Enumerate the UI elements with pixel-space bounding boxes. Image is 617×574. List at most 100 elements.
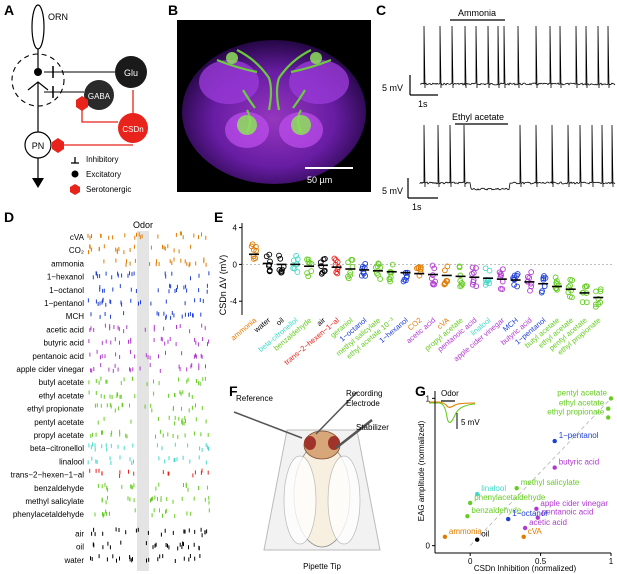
gaba-cell bbox=[84, 80, 114, 110]
raster-row-label: acetic acid bbox=[46, 325, 84, 334]
g-point-label: linalool bbox=[481, 484, 506, 493]
e-point bbox=[294, 269, 301, 275]
e-point bbox=[253, 247, 260, 254]
g-xtick-label: 1 bbox=[609, 557, 614, 566]
e-point bbox=[497, 286, 504, 292]
e-point bbox=[483, 279, 490, 286]
reference-electrode bbox=[233, 411, 303, 439]
e-point bbox=[496, 269, 503, 276]
g-point bbox=[608, 396, 614, 401]
g-point-label: methyl salicylate bbox=[521, 478, 580, 487]
g-point-label: phenylacetaldehyde bbox=[474, 493, 546, 502]
legend: Inhibitory Excitatory Serotonergic bbox=[70, 155, 131, 195]
g-point bbox=[606, 415, 611, 420]
g-point bbox=[475, 537, 480, 542]
ethyl-acetate-label: Ethyl acetate bbox=[452, 112, 504, 122]
e-point bbox=[528, 269, 535, 275]
orn-cell bbox=[31, 4, 45, 50]
e-point bbox=[322, 255, 328, 262]
g-point bbox=[535, 515, 540, 520]
e-point bbox=[250, 247, 257, 253]
e-point bbox=[387, 278, 393, 285]
e-ylabel: CSDn ΔV (mV) bbox=[218, 255, 228, 316]
e-point bbox=[278, 269, 285, 276]
e-point bbox=[304, 270, 310, 276]
e-point bbox=[567, 276, 574, 283]
g-ylabel: EAG amplitude (normalized) bbox=[417, 420, 426, 521]
e-point bbox=[510, 276, 517, 283]
fly-wing-right bbox=[327, 455, 361, 545]
g-point-label: cVA bbox=[528, 527, 543, 536]
ammonia-t-scale-label: 1s bbox=[418, 99, 428, 109]
fly-eye-left bbox=[304, 436, 316, 450]
raster-row-label: propyl acetate bbox=[34, 431, 85, 440]
odor-header: Odor bbox=[133, 220, 153, 230]
e-point bbox=[293, 252, 299, 259]
e-point bbox=[305, 273, 312, 280]
e-point bbox=[304, 256, 310, 263]
inset-green-trace bbox=[429, 402, 476, 424]
g-point-label: ammonia bbox=[449, 527, 482, 536]
e-point bbox=[429, 262, 436, 269]
stabilizer-label: Stabilizer bbox=[356, 423, 389, 432]
e-point bbox=[486, 267, 493, 274]
e-ytick-label: -4 bbox=[230, 297, 238, 306]
e-point bbox=[514, 283, 520, 290]
raster-row-label: pentanoic acid bbox=[32, 352, 84, 361]
g-point-label: pentanoic acid bbox=[542, 508, 594, 517]
e-point bbox=[498, 272, 504, 279]
e-point bbox=[470, 269, 477, 276]
e-point bbox=[593, 288, 599, 295]
g-point bbox=[465, 514, 470, 519]
g-point bbox=[534, 506, 539, 511]
e-point bbox=[414, 265, 420, 272]
raster-row-label: oil bbox=[76, 543, 84, 552]
fly-eye-right bbox=[328, 436, 340, 450]
panel-letter-f: F bbox=[229, 383, 238, 399]
e-point bbox=[583, 283, 590, 289]
raster-plot: Odor cVA CO₂ ammonia 1−hexanol 1−octanol 1−pe… bbox=[11, 220, 210, 571]
raster-row-label: butyric acid bbox=[44, 339, 84, 348]
e-point bbox=[470, 279, 477, 285]
e-point bbox=[528, 283, 535, 290]
g-point-label: pentyl acetate bbox=[557, 388, 607, 397]
e-point bbox=[318, 270, 325, 277]
e-point bbox=[593, 303, 599, 310]
g-point bbox=[506, 516, 511, 522]
e-point bbox=[444, 263, 451, 270]
g-ytick-label: 0 bbox=[426, 542, 431, 551]
g-point-label: oil bbox=[481, 530, 489, 539]
e-ytick-label: 0 bbox=[233, 260, 238, 269]
ammonia-label: Ammonia bbox=[458, 8, 496, 18]
raster-row-label: CO₂ bbox=[69, 246, 84, 255]
fly-prep-diagram: Recording Electrode Reference Stabilizer… bbox=[233, 390, 389, 571]
legend-serotonergic-icon bbox=[70, 184, 80, 195]
e-point bbox=[473, 265, 479, 271]
serotonergic-hex-gaba bbox=[76, 96, 88, 111]
e-point bbox=[290, 257, 297, 264]
ammonia-v-scale-label: 5 mV bbox=[382, 83, 403, 93]
e-point bbox=[459, 281, 466, 287]
orn-label: ORN bbox=[48, 12, 68, 22]
inset-scale-label: 5 mV bbox=[461, 418, 480, 427]
recording-electrode bbox=[315, 391, 358, 435]
e-point bbox=[252, 255, 259, 262]
e-category-label: oil bbox=[274, 315, 286, 327]
g-point bbox=[552, 438, 557, 444]
e-ytick-label: 4 bbox=[233, 224, 238, 233]
eag-vs-inhibition-chart: EAG amplitude (normalized) CSDn Inhibiti… bbox=[417, 388, 614, 573]
fly-wing-left bbox=[283, 455, 317, 545]
e-point bbox=[377, 276, 384, 282]
g-point-label: acetic acid bbox=[529, 518, 567, 527]
e-point bbox=[458, 280, 465, 286]
csdn-label: CSDn bbox=[122, 125, 143, 134]
panel-letter-a: A bbox=[4, 2, 15, 18]
e-point bbox=[456, 264, 463, 271]
e-point bbox=[345, 259, 351, 266]
g-point bbox=[522, 525, 528, 531]
raster-row-label: ammonia bbox=[51, 259, 84, 268]
csdn-projections bbox=[216, 49, 332, 133]
e-point bbox=[417, 266, 424, 273]
recording-label: Recording bbox=[346, 390, 382, 398]
